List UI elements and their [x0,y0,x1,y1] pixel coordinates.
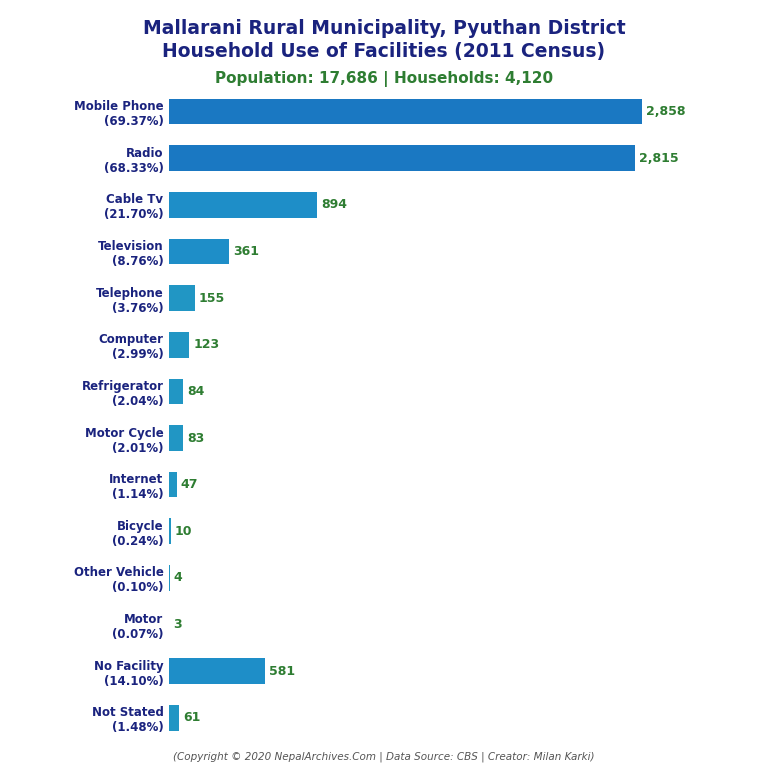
Bar [169,705,179,730]
Text: (Copyright © 2020 NepalArchives.Com | Data Source: CBS | Creator: Milan Karki): (Copyright © 2020 NepalArchives.Com | Da… [174,751,594,762]
Text: 83: 83 [187,432,204,445]
Bar [169,145,635,171]
Bar [169,99,642,124]
Bar [169,472,177,498]
Bar [169,518,170,544]
Text: 3: 3 [174,618,182,631]
Text: 361: 361 [233,245,259,258]
Text: Population: 17,686 | Households: 4,120: Population: 17,686 | Households: 4,120 [215,71,553,87]
Bar [169,379,183,404]
Text: 47: 47 [181,478,198,492]
Bar [169,192,317,217]
Text: 155: 155 [199,292,225,305]
Text: Mallarani Rural Municipality, Pyuthan District: Mallarani Rural Municipality, Pyuthan Di… [143,19,625,38]
Bar [169,332,190,358]
Text: 4: 4 [174,571,183,584]
Text: 123: 123 [194,338,220,351]
Text: 2,858: 2,858 [647,105,686,118]
Text: 894: 894 [321,198,347,211]
Text: Household Use of Facilities (2011 Census): Household Use of Facilities (2011 Census… [163,42,605,61]
Text: 2,815: 2,815 [639,152,679,165]
Text: 10: 10 [175,525,192,538]
Bar [169,425,183,451]
Text: 61: 61 [184,711,200,724]
Bar [169,239,229,264]
Text: 581: 581 [270,664,296,677]
Bar [169,286,194,311]
Text: 84: 84 [187,385,204,398]
Bar [169,658,265,684]
